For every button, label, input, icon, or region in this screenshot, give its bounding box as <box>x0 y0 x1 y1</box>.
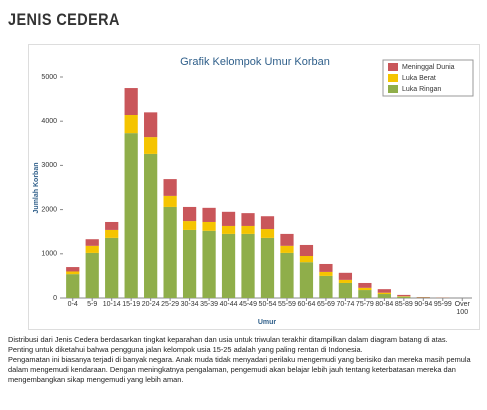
x-tick-label: 65-69 <box>316 301 335 308</box>
x-tick-label: 45-49 <box>239 301 257 308</box>
y-tick-label: 4000 <box>41 118 57 125</box>
bar-segment <box>319 271 333 276</box>
bar-segment <box>299 262 314 298</box>
bar-segment <box>280 233 294 246</box>
bar-segment <box>397 296 411 298</box>
x-tick-label: 50-54 <box>258 301 277 308</box>
bar-segment <box>241 225 255 234</box>
legend-swatch <box>388 74 398 82</box>
bar-segment <box>66 271 80 275</box>
x-tick-label: 95-99 <box>433 301 452 308</box>
bar-segment <box>105 221 119 230</box>
x-tick-label: 70-74 <box>336 301 355 308</box>
x-tick-label: 5-9 <box>87 301 98 308</box>
x-tick-label: 35-39 <box>200 301 219 308</box>
y-tick-label: 1000 <box>41 251 57 258</box>
bar-segment <box>163 206 177 298</box>
bar-segment <box>221 233 236 298</box>
x-tick-label: 90-94 <box>414 301 433 308</box>
x-tick-label: Over 100 <box>454 301 470 316</box>
description-paragraph: Pengamatan ini biasanya terjadi di banya… <box>8 355 471 384</box>
bar-segment <box>280 245 294 253</box>
bar-segment <box>260 237 275 298</box>
bar-segment <box>163 195 177 207</box>
x-tick-label: 75-79 <box>355 301 374 308</box>
bar-segment <box>280 252 294 298</box>
bar-segment <box>202 230 216 298</box>
bar-segment <box>397 294 411 297</box>
bar-segment <box>377 292 391 295</box>
x-tick-label: 80-84 <box>375 301 394 308</box>
bar-segment <box>299 244 314 257</box>
bar-segment <box>202 221 216 231</box>
bar-segment <box>182 206 197 222</box>
x-tick-label: 55-59 <box>278 301 296 308</box>
bar-segment <box>124 115 138 134</box>
y-axis-label: Jumlah Korban <box>33 163 40 214</box>
page-title: JENIS CEDERA <box>8 10 120 29</box>
x-tick-label: 10-14 <box>102 301 121 308</box>
bar-segment <box>163 179 177 196</box>
bar-segment <box>338 272 353 280</box>
bar-segment <box>358 290 372 298</box>
legend-label: Luka Berat <box>402 75 436 82</box>
bar-segment <box>182 221 197 230</box>
x-tick-label: 40-44 <box>219 301 238 308</box>
bar-segment <box>377 289 391 293</box>
bar-segment <box>124 88 138 116</box>
bar-segment <box>338 282 353 298</box>
y-tick-label: 0 <box>53 295 57 302</box>
legend-swatch <box>388 85 398 93</box>
legend-label: Meninggal Dunia <box>402 64 455 71</box>
bar-segment <box>66 267 80 272</box>
x-tick-label: 25-29 <box>161 301 180 308</box>
bar-segment <box>241 213 255 226</box>
bar-segment <box>338 279 353 283</box>
bar-segment <box>241 233 255 298</box>
y-tick-label: 2000 <box>41 206 57 213</box>
y-tick-label: 3000 <box>41 162 57 169</box>
x-tick-label: 15-19 <box>122 301 141 308</box>
bar-segment <box>144 153 158 298</box>
bar-segment <box>85 245 99 253</box>
bar-segment <box>260 216 275 230</box>
bar-segment <box>144 112 158 138</box>
bar-segment <box>358 282 372 288</box>
bar-segment <box>260 229 275 238</box>
chart-frame <box>28 44 480 330</box>
bar-segment <box>358 287 372 291</box>
description-paragraph: Penting untuk diketahui bahwa pengguna j… <box>8 345 363 354</box>
description-paragraph: Distribusi dari Jenis Cedera berdasarkan… <box>8 335 448 344</box>
bar-segment <box>182 229 197 298</box>
x-tick-label: 85-89 <box>394 301 413 308</box>
bar-segment <box>85 252 99 298</box>
x-tick-label: 0-4 <box>67 301 78 308</box>
bar-segment <box>377 294 391 298</box>
legend-label: Luka Ringan <box>402 86 441 93</box>
bar-segment <box>319 275 333 298</box>
bar-segment <box>319 263 333 272</box>
bar-segment <box>221 211 236 226</box>
chart-title: Grafik Kelompok Umur Korban <box>180 56 330 68</box>
bar-segment <box>105 229 119 238</box>
bar-segment <box>221 225 236 234</box>
bar-segment <box>124 133 138 298</box>
x-tick-label: 60-64 <box>297 301 316 308</box>
bar-segment <box>105 237 119 298</box>
bar-segment <box>202 207 216 222</box>
x-tick-label: 20-24 <box>141 301 160 308</box>
y-tick-label: 5000 <box>41 74 57 81</box>
x-axis-label: Umur <box>258 319 277 326</box>
bar-segment <box>299 256 314 263</box>
legend-swatch <box>388 63 398 71</box>
bar-segment <box>144 137 158 154</box>
bar-segment <box>66 274 80 298</box>
description: Distribusi dari Jenis Cedera berdasarkan… <box>8 335 478 385</box>
bar-segment <box>85 239 99 246</box>
x-tick-label: 30-34 <box>180 301 199 308</box>
